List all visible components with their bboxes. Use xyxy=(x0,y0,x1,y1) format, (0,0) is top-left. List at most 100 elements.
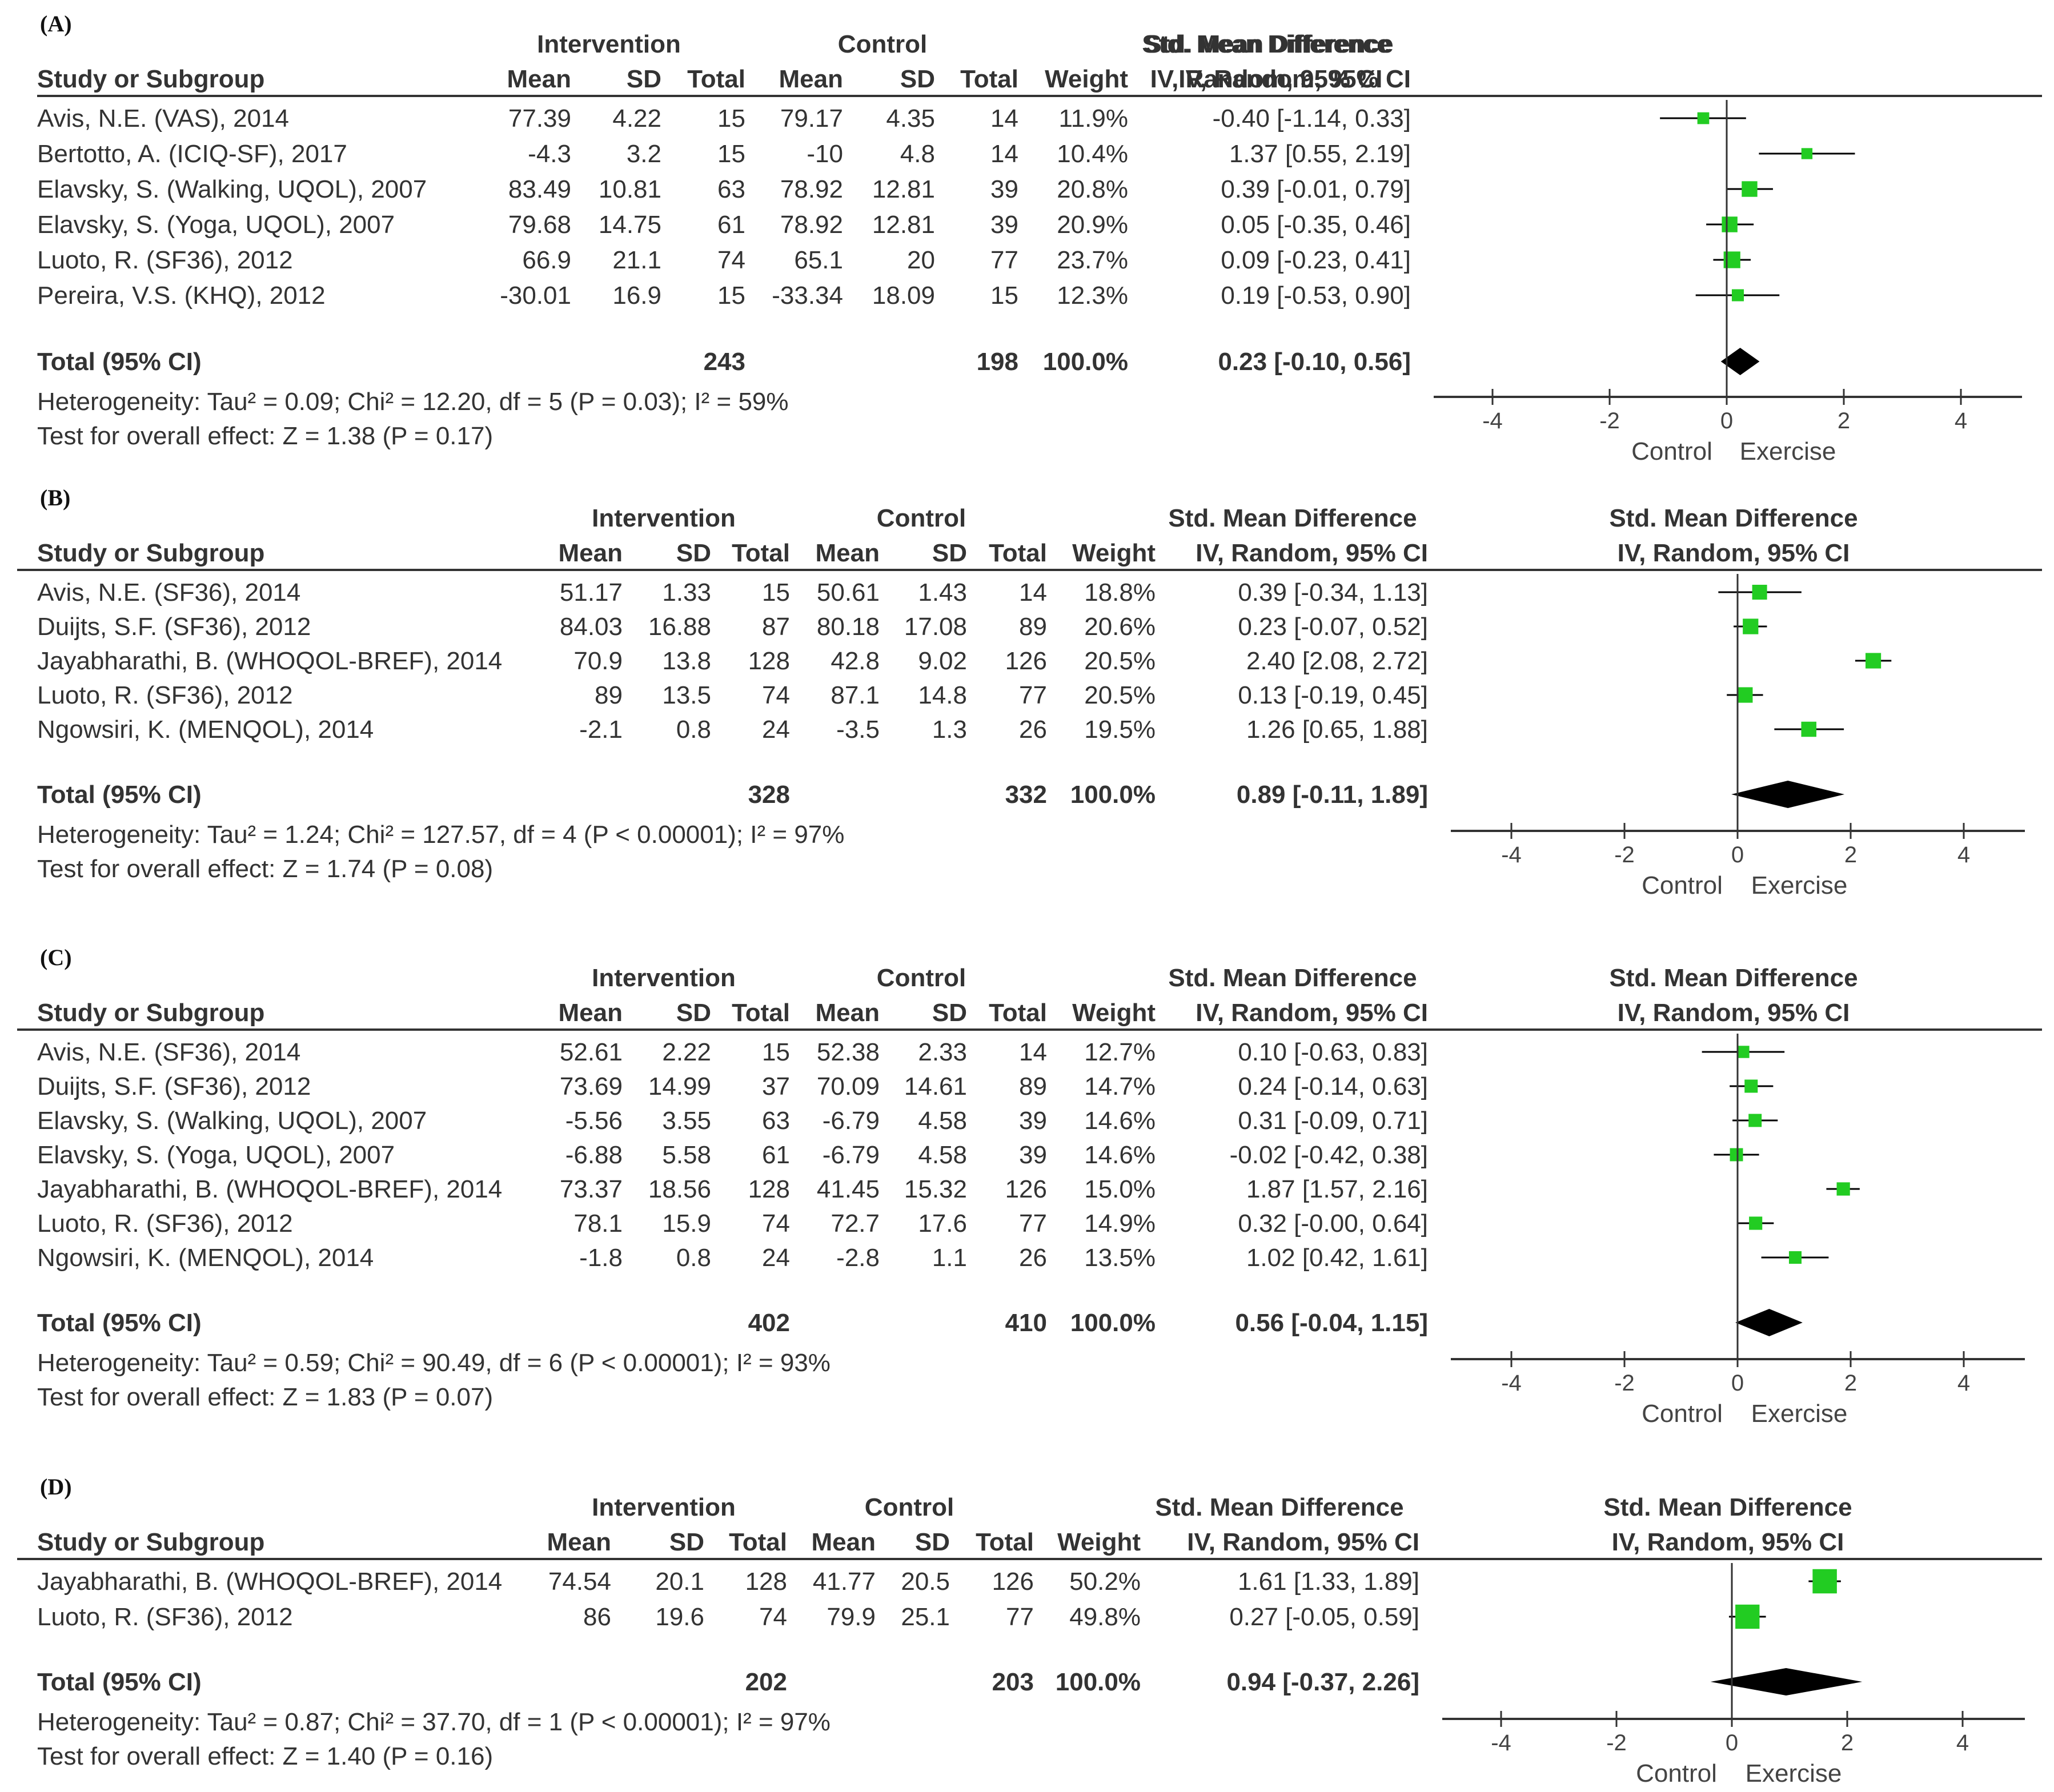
control-total-sum: 332 xyxy=(1005,781,1047,809)
total-label: Total (95% CI) xyxy=(37,781,202,809)
ci-plot-header: IV, Random, 95% CI xyxy=(1618,999,1850,1027)
study-name: Elavsky, S. (Walking, UQOL), 2007 xyxy=(37,175,427,203)
study-name: Luoto, R. (SF36), 2012 xyxy=(37,1210,293,1237)
ci-header: IV, Random, 95% CI xyxy=(1187,1528,1419,1556)
ci-header: IV, Random, 95% CI xyxy=(1178,65,1411,93)
study-ci: 0.27 [-0.05, 0.59] xyxy=(1229,1603,1419,1631)
control-total: 126 xyxy=(1005,1175,1047,1203)
control-sd-header: SD xyxy=(915,1528,950,1556)
study-name: Elavsky, S. (Yoga, UQOL), 2007 xyxy=(37,211,395,239)
control-total: 14 xyxy=(990,140,1018,168)
study-name: Duijts, S.F. (SF36), 2012 xyxy=(37,1072,311,1100)
intervention-sd: 14.75 xyxy=(599,211,661,239)
intervention-mean: 52.61 xyxy=(560,1038,623,1066)
control-total: 39 xyxy=(1019,1107,1047,1135)
control-total-header: Total xyxy=(976,1528,1034,1556)
effect-marker xyxy=(1742,181,1758,197)
study-weight: 14.7% xyxy=(1084,1072,1156,1100)
study-name: Avis, N.E. (SF36), 2014 xyxy=(37,1038,300,1066)
control-sd: 1.3 xyxy=(932,716,967,744)
axis-tick-label: 4 xyxy=(1956,1730,1969,1755)
control-header: Control xyxy=(865,1493,954,1521)
study-name: Jayabharathi, B. (WHOQOL-BREF), 2014 xyxy=(37,1175,502,1203)
study-weight: 23.7% xyxy=(1057,246,1128,274)
axis-tick-label: -4 xyxy=(1491,1730,1511,1755)
intervention-mean: 70.9 xyxy=(573,647,623,675)
effect-marker xyxy=(1749,1216,1763,1230)
intervention-total-header: Total xyxy=(687,65,745,93)
axis-tick-label: 2 xyxy=(1844,842,1857,867)
study-ci: 0.23 [-0.07, 0.52] xyxy=(1238,613,1428,641)
favours-control-label: Control xyxy=(1636,1759,1717,1787)
intervention-total-sum: 243 xyxy=(704,348,745,376)
favours-exercise-label: Exercise xyxy=(1746,1759,1842,1787)
intervention-sd: 21.1 xyxy=(612,246,661,274)
control-total: 89 xyxy=(1019,1072,1047,1100)
study-name: Luoto, R. (SF36), 2012 xyxy=(37,246,293,274)
intervention-mean: -4.3 xyxy=(528,140,571,168)
study-weight: 19.5% xyxy=(1084,716,1156,744)
study-name: Ngowsiri, K. (MENQOL), 2014 xyxy=(37,1244,374,1272)
control-total: 39 xyxy=(990,211,1018,239)
study-name: Elavsky, S. (Walking, UQOL), 2007 xyxy=(37,1107,427,1135)
intervention-mean: 73.69 xyxy=(560,1072,623,1100)
intervention-total: 128 xyxy=(748,1175,790,1203)
effect-marker xyxy=(1722,216,1738,232)
study-ci: 0.39 [-0.01, 0.79] xyxy=(1221,175,1411,203)
control-total: 126 xyxy=(1005,647,1047,675)
study-weight: 14.9% xyxy=(1084,1210,1156,1237)
study-name: Elavsky, S. (Yoga, UQOL), 2007 xyxy=(37,1141,395,1169)
study-ci: 0.24 [-0.14, 0.63] xyxy=(1238,1072,1428,1100)
intervention-sd-header: SD xyxy=(676,539,711,567)
axis-tick-label: 4 xyxy=(1957,1371,1970,1396)
control-mean: -6.79 xyxy=(823,1107,880,1135)
control-sd: 12.81 xyxy=(872,175,935,203)
control-total-header: Total xyxy=(960,65,1018,93)
intervention-total: 15 xyxy=(762,1038,790,1066)
control-sd: 9.02 xyxy=(918,647,967,675)
study-name: Luoto, R. (SF36), 2012 xyxy=(37,1603,293,1631)
study-ci: 1.37 [0.55, 2.19] xyxy=(1229,140,1411,168)
intervention-sd: 3.2 xyxy=(627,140,661,168)
control-sd-header: SD xyxy=(900,65,935,93)
intervention-sd: 0.8 xyxy=(676,716,711,744)
axis-tick-label: 0 xyxy=(1720,408,1733,433)
study-name: Ngowsiri, K. (MENQOL), 2014 xyxy=(37,716,374,744)
effect-marker xyxy=(1752,584,1767,600)
intervention-total-sum: 402 xyxy=(748,1309,790,1337)
effect-marker xyxy=(1731,289,1744,302)
control-sd: 17.6 xyxy=(918,1210,967,1237)
control-mean: -6.79 xyxy=(823,1141,880,1169)
overall-effect-text: Test for overall effect: Z = 1.38 (P = 0… xyxy=(37,422,493,450)
study-weight: 13.5% xyxy=(1084,1244,1156,1272)
intervention-total: 15 xyxy=(717,282,745,310)
smd-plot-header: Std. Mean Difference xyxy=(1609,964,1858,992)
control-mean: -2.8 xyxy=(836,1244,880,1272)
intervention-total: 61 xyxy=(717,211,745,239)
effect-marker xyxy=(1812,1569,1837,1594)
effect-marker xyxy=(1748,1114,1762,1127)
control-sd: 4.58 xyxy=(918,1107,967,1135)
intervention-mean: 89 xyxy=(595,681,623,709)
study-ci: 0.32 [-0.00, 0.64] xyxy=(1238,1210,1428,1237)
control-mean-header: Mean xyxy=(816,999,880,1027)
total-weight: 100.0% xyxy=(1043,348,1128,376)
control-total-header: Total xyxy=(989,999,1047,1027)
control-total: 14 xyxy=(990,105,1018,132)
study-column-header: Study or Subgroup xyxy=(37,1528,264,1556)
control-sd: 14.61 xyxy=(904,1072,967,1100)
control-header: Control xyxy=(877,504,966,532)
intervention-mean: -6.88 xyxy=(565,1141,623,1169)
control-sd-header: SD xyxy=(932,539,967,567)
intervention-sd: 5.58 xyxy=(662,1141,711,1169)
study-ci: 0.05 [-0.35, 0.46] xyxy=(1221,211,1411,239)
intervention-sd: 15.9 xyxy=(662,1210,711,1237)
control-sd: 14.8 xyxy=(918,681,967,709)
study-ci: 0.19 [-0.53, 0.90] xyxy=(1221,282,1411,310)
control-mean: 41.77 xyxy=(813,1568,876,1596)
control-total: 39 xyxy=(1019,1141,1047,1169)
intervention-total: 128 xyxy=(745,1568,787,1596)
axis-tick-label: 0 xyxy=(1726,1730,1738,1755)
study-name: Avis, N.E. (VAS), 2014 xyxy=(37,105,289,132)
control-mean: 70.09 xyxy=(817,1072,880,1100)
